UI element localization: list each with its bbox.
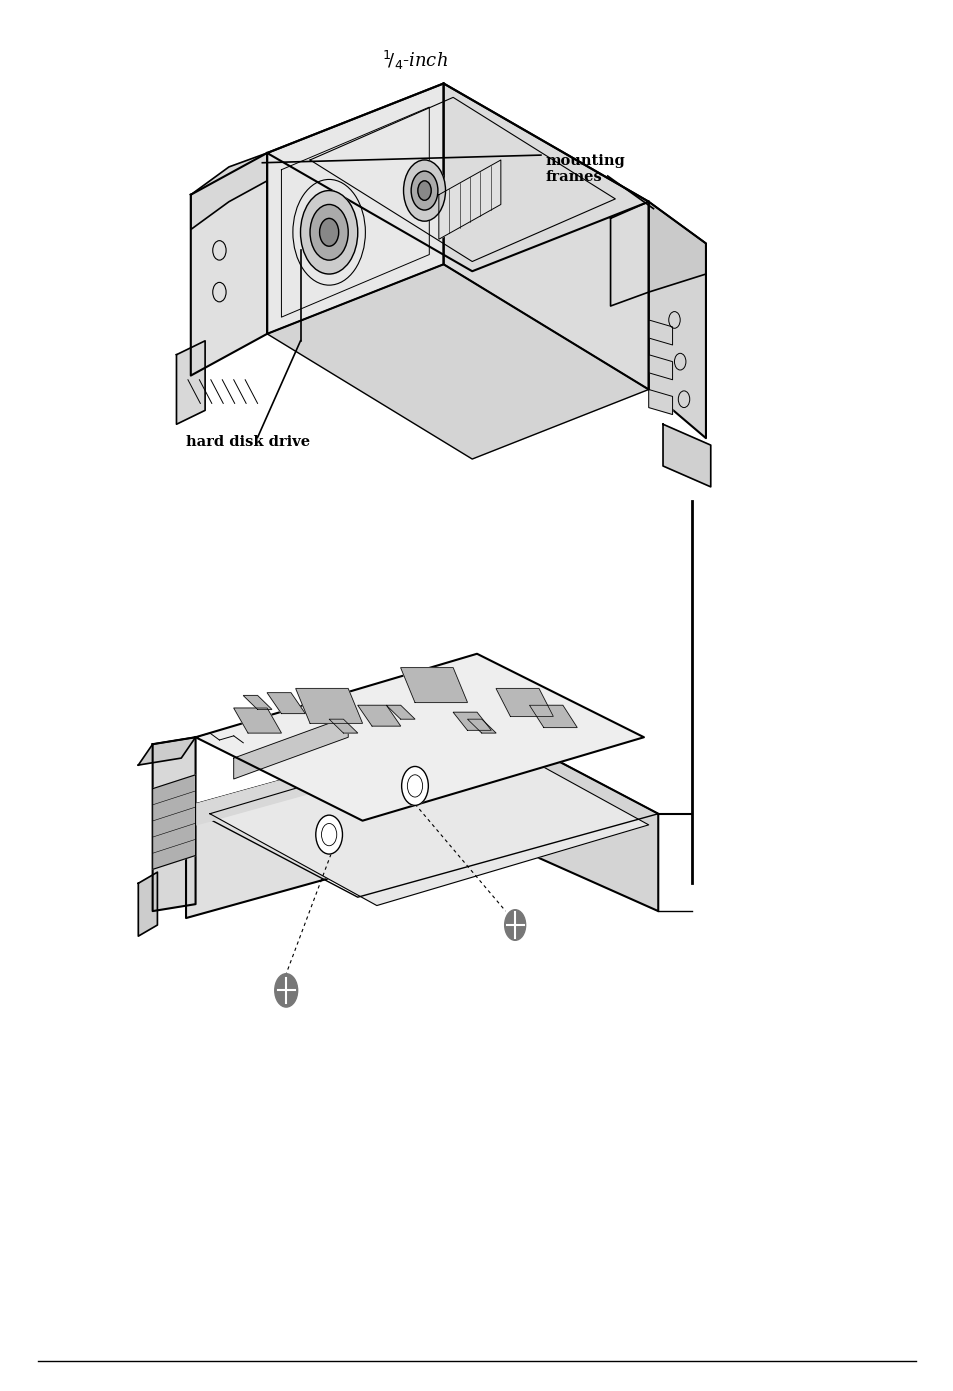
Circle shape <box>417 181 431 200</box>
Polygon shape <box>191 153 267 376</box>
Circle shape <box>274 974 297 1007</box>
Polygon shape <box>176 341 205 424</box>
Polygon shape <box>243 696 272 709</box>
Polygon shape <box>486 723 658 911</box>
Polygon shape <box>662 424 710 487</box>
Circle shape <box>319 218 338 246</box>
Polygon shape <box>138 737 195 765</box>
Polygon shape <box>648 320 672 345</box>
Circle shape <box>401 766 428 805</box>
Polygon shape <box>438 160 500 239</box>
Polygon shape <box>295 689 362 723</box>
Polygon shape <box>267 83 648 271</box>
Text: hard disk drive: hard disk drive <box>186 434 310 449</box>
Polygon shape <box>233 708 281 733</box>
Circle shape <box>310 204 348 260</box>
Polygon shape <box>210 733 648 906</box>
Polygon shape <box>648 389 672 415</box>
Circle shape <box>300 191 357 274</box>
Polygon shape <box>138 872 157 936</box>
Circle shape <box>504 910 525 940</box>
Circle shape <box>403 160 445 221</box>
Polygon shape <box>267 264 648 459</box>
Polygon shape <box>267 693 305 714</box>
Polygon shape <box>191 153 267 230</box>
Polygon shape <box>329 719 357 733</box>
Polygon shape <box>186 723 486 918</box>
Circle shape <box>315 815 342 854</box>
Polygon shape <box>152 737 195 911</box>
Polygon shape <box>400 668 467 702</box>
Polygon shape <box>529 705 577 727</box>
Polygon shape <box>267 83 443 334</box>
Polygon shape <box>648 202 705 438</box>
Polygon shape <box>648 355 672 380</box>
Polygon shape <box>467 719 496 733</box>
Text: $^{1}\!/_{4}$-inch: $^{1}\!/_{4}$-inch <box>381 49 448 72</box>
Circle shape <box>411 171 437 210</box>
Polygon shape <box>357 705 400 726</box>
Polygon shape <box>443 83 648 389</box>
Polygon shape <box>453 712 491 730</box>
Polygon shape <box>233 716 348 779</box>
Polygon shape <box>386 705 415 719</box>
Polygon shape <box>186 723 486 828</box>
Text: mounting
frames: mounting frames <box>545 154 625 184</box>
Polygon shape <box>496 689 553 716</box>
Polygon shape <box>152 775 195 869</box>
Polygon shape <box>195 654 643 821</box>
Polygon shape <box>610 202 705 306</box>
